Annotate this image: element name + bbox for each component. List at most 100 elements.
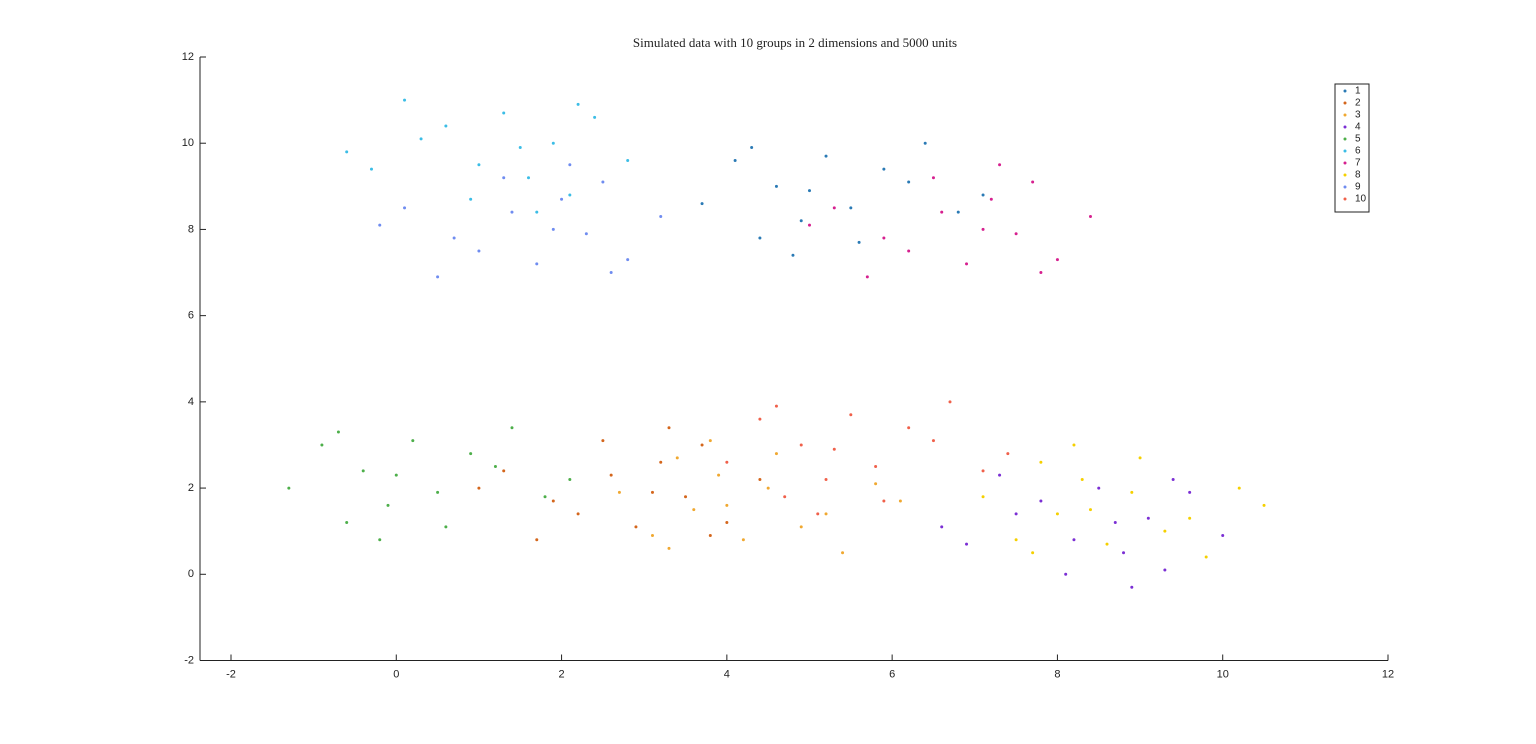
point xyxy=(386,503,390,507)
point xyxy=(799,525,803,529)
point xyxy=(774,184,778,188)
point xyxy=(1122,551,1126,555)
point xyxy=(725,521,729,525)
point xyxy=(1014,232,1018,236)
point xyxy=(650,533,654,537)
point xyxy=(981,193,985,197)
point xyxy=(907,249,911,253)
point xyxy=(849,206,853,210)
point xyxy=(1072,538,1076,542)
point xyxy=(411,439,415,443)
point xyxy=(882,236,886,240)
point xyxy=(659,214,663,218)
point xyxy=(469,452,473,456)
point xyxy=(799,219,803,223)
point xyxy=(535,538,539,542)
point xyxy=(477,249,481,253)
point xyxy=(634,525,638,529)
point xyxy=(1039,460,1043,464)
point xyxy=(477,163,481,167)
point xyxy=(419,137,423,141)
point xyxy=(981,495,985,499)
point xyxy=(989,197,993,201)
legend-marker xyxy=(1343,161,1347,165)
point xyxy=(1262,503,1266,507)
x-tick-label: 2 xyxy=(559,668,565,680)
point xyxy=(1204,555,1208,559)
point xyxy=(345,150,349,154)
point xyxy=(832,206,836,210)
point xyxy=(527,176,531,180)
point xyxy=(700,202,704,206)
point xyxy=(403,98,407,102)
point xyxy=(733,158,737,162)
point xyxy=(725,503,729,507)
point xyxy=(659,460,663,464)
point xyxy=(469,197,473,201)
point xyxy=(502,111,506,115)
point xyxy=(931,439,935,443)
point xyxy=(378,538,382,542)
point xyxy=(1188,516,1192,520)
point xyxy=(617,490,621,494)
legend-marker xyxy=(1343,113,1347,117)
point xyxy=(576,512,580,516)
point xyxy=(940,210,944,214)
point xyxy=(684,495,688,499)
point xyxy=(1064,572,1068,576)
point xyxy=(1039,271,1043,275)
point xyxy=(791,253,795,257)
x-tick-label: 6 xyxy=(889,668,895,680)
point xyxy=(1014,512,1018,516)
legend-label: 8 xyxy=(1355,170,1361,181)
point xyxy=(444,525,448,529)
point xyxy=(1097,486,1101,490)
point xyxy=(931,176,935,180)
point xyxy=(609,271,613,275)
point xyxy=(560,197,564,201)
point xyxy=(758,236,762,240)
point xyxy=(940,525,944,529)
legend-marker xyxy=(1343,137,1347,141)
point xyxy=(510,210,514,214)
point xyxy=(998,163,1002,167)
point xyxy=(907,180,911,184)
point xyxy=(824,512,828,516)
point xyxy=(369,167,373,171)
point xyxy=(1088,508,1092,512)
point xyxy=(907,426,911,430)
point xyxy=(1055,512,1059,516)
point xyxy=(601,439,605,443)
point xyxy=(1006,452,1010,456)
point xyxy=(965,262,969,266)
point xyxy=(378,223,382,227)
point xyxy=(394,473,398,477)
legend-box xyxy=(1334,83,1370,213)
point xyxy=(882,167,886,171)
point xyxy=(783,495,787,499)
point xyxy=(1163,568,1167,572)
y-tick-label: 2 xyxy=(188,482,194,494)
point xyxy=(609,473,613,477)
legend-marker xyxy=(1343,185,1347,189)
point xyxy=(1171,477,1175,481)
point xyxy=(1138,456,1142,460)
point xyxy=(1055,258,1059,262)
point xyxy=(568,193,572,197)
chart-title: Simulated data with 10 groups in 2 dimen… xyxy=(633,35,957,50)
point xyxy=(345,521,349,525)
point xyxy=(882,499,886,503)
point xyxy=(807,223,811,227)
point xyxy=(477,486,481,490)
point xyxy=(1221,533,1225,537)
point xyxy=(865,275,869,279)
legend-marker xyxy=(1343,149,1347,153)
point xyxy=(535,262,539,266)
legend-marker xyxy=(1343,173,1347,177)
point xyxy=(1014,538,1018,542)
point xyxy=(1113,521,1117,525)
point xyxy=(981,469,985,473)
point xyxy=(816,512,820,516)
point xyxy=(650,490,654,494)
point xyxy=(758,477,762,481)
